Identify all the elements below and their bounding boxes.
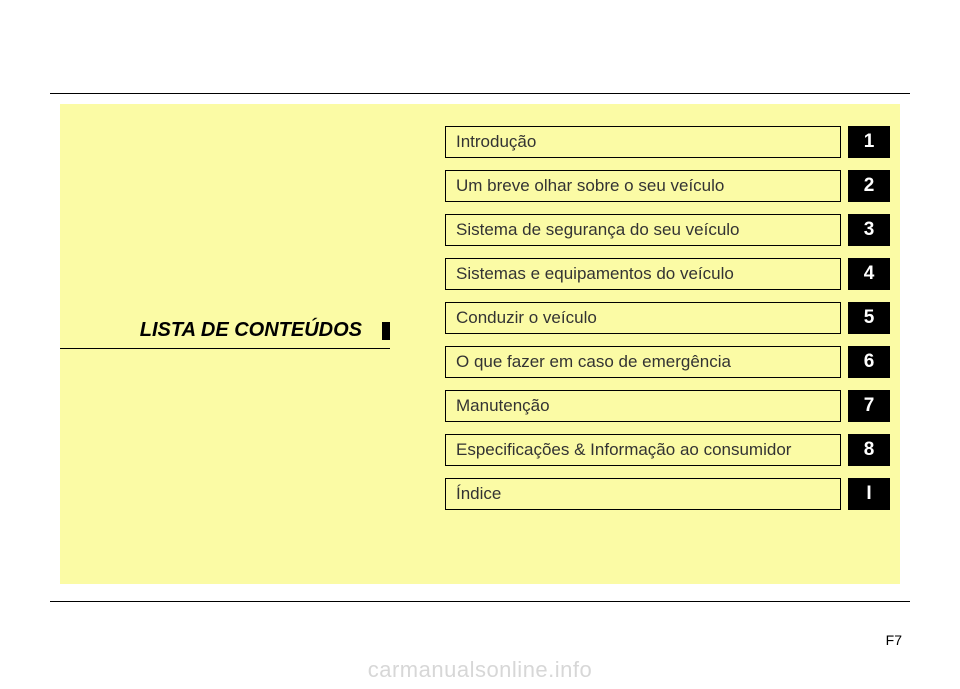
toc-tab: 4 — [848, 258, 890, 290]
toc-label: Sistema de segurança do seu veículo — [445, 214, 841, 246]
toc-label: Manutenção — [445, 390, 841, 422]
toc-label: Introdução — [445, 126, 841, 158]
panel-title: LISTA DE CONTEÚDOS — [140, 319, 380, 341]
rule-top — [50, 93, 910, 94]
toc-row: Especificações & Informação ao consumido… — [445, 434, 890, 466]
watermark-text: carmanualsonline.info — [0, 657, 960, 683]
page-number: F7 — [886, 632, 902, 648]
toc-row: Um breve olhar sobre o seu veículo 2 — [445, 170, 890, 202]
title-underline — [60, 348, 390, 349]
toc-row: Sistemas e equipamentos do veículo 4 — [445, 258, 890, 290]
toc-row: Manutenção 7 — [445, 390, 890, 422]
title-block: LISTA DE CONTEÚDOS — [60, 319, 390, 349]
toc-label: Especificações & Informação ao consumido… — [445, 434, 841, 466]
toc-tab: 7 — [848, 390, 890, 422]
toc-tab: 5 — [848, 302, 890, 334]
toc-tab: I — [848, 478, 890, 510]
toc-list: Introdução 1 Um breve olhar sobre o seu … — [445, 126, 890, 522]
toc-label: Conduzir o veículo — [445, 302, 841, 334]
toc-label: O que fazer em caso de emergência — [445, 346, 841, 378]
toc-tab: 1 — [848, 126, 890, 158]
toc-tab: 8 — [848, 434, 890, 466]
toc-label: Sistemas e equipamentos do veículo — [445, 258, 841, 290]
toc-row: Índice I — [445, 478, 890, 510]
toc-row: Sistema de segurança do seu veículo 3 — [445, 214, 890, 246]
toc-label: Índice — [445, 478, 841, 510]
toc-tab: 6 — [848, 346, 890, 378]
toc-panel: LISTA DE CONTEÚDOS Introdução 1 Um breve… — [60, 104, 900, 584]
toc-tab: 2 — [848, 170, 890, 202]
toc-label: Um breve olhar sobre o seu veículo — [445, 170, 841, 202]
rule-bottom — [50, 601, 910, 602]
toc-row: Conduzir o veículo 5 — [445, 302, 890, 334]
title-marker-icon — [382, 322, 390, 340]
toc-row: O que fazer em caso de emergência 6 — [445, 346, 890, 378]
toc-row: Introdução 1 — [445, 126, 890, 158]
toc-tab: 3 — [848, 214, 890, 246]
